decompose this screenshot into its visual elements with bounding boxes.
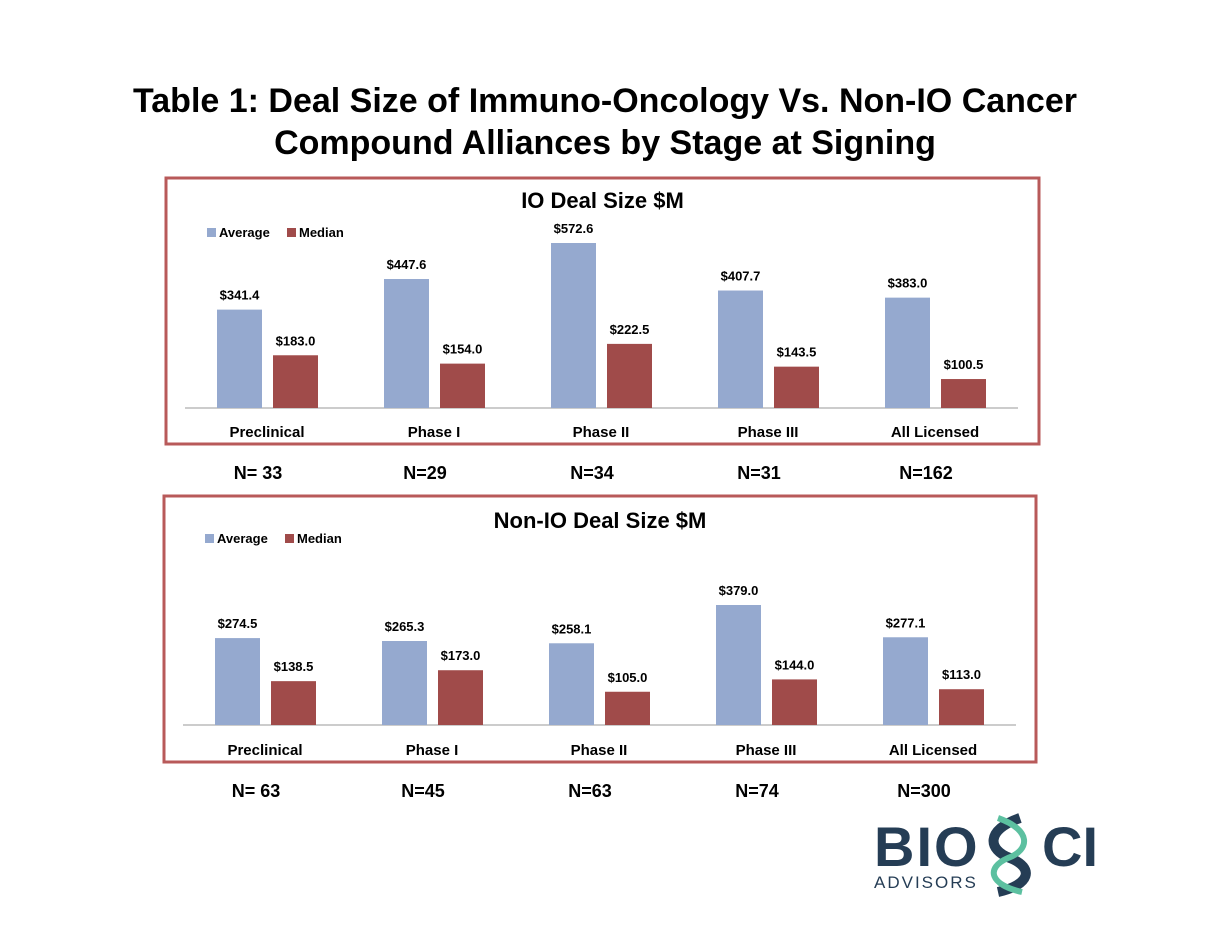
data-label: $277.1 (886, 615, 926, 630)
data-label: $379.0 (719, 583, 759, 598)
data-label: $183.0 (276, 333, 316, 348)
legend-swatch-average (205, 534, 214, 543)
bar-median (271, 681, 316, 725)
bar-median (774, 366, 819, 408)
title-line-2: Compound Alliances by Stage at Signing (274, 124, 936, 162)
bar-median (939, 689, 984, 725)
n-label: N= 63 (232, 781, 281, 801)
svg-text:BIO: BIO (874, 815, 980, 878)
title-line-1: Table 1: Deal Size of Immuno-Oncology Vs… (133, 82, 1077, 120)
category-label: Phase II (571, 742, 628, 759)
data-label: $407.7 (721, 269, 761, 284)
legend-label-median: Median (299, 225, 344, 240)
data-label: $138.5 (274, 659, 314, 674)
bar-average (382, 641, 427, 725)
category-label: Preclinical (227, 742, 302, 759)
bar-median (772, 679, 817, 725)
bar-median (607, 343, 652, 408)
data-label: $222.5 (610, 322, 650, 337)
data-label: $383.0 (888, 276, 928, 291)
data-label: $154.0 (443, 342, 483, 357)
n-label: N= 33 (234, 463, 283, 483)
bar-median (605, 691, 650, 725)
bar-median (273, 355, 318, 408)
category-label: Phase I (406, 742, 459, 759)
data-label: $173.0 (441, 648, 481, 663)
category-label: Phase III (738, 424, 799, 441)
legend-swatch-average (207, 228, 216, 237)
category-label: Phase I (408, 424, 461, 441)
n-label: N=29 (403, 463, 447, 483)
data-label: $274.5 (218, 616, 258, 631)
bar-average (716, 605, 761, 725)
svg-text:CI: CI (1042, 815, 1098, 878)
data-label: $143.5 (777, 345, 817, 360)
data-label: $144.0 (775, 657, 815, 672)
chart-title: Non-IO Deal Size $M (494, 508, 707, 533)
legend-label-median: Median (297, 531, 342, 546)
data-label: $572.6 (554, 221, 594, 236)
chart-title: IO Deal Size $M (521, 188, 684, 213)
bar-median (438, 670, 483, 725)
bar-median (440, 363, 485, 408)
n-label: N=162 (899, 463, 953, 483)
legend-swatch-median (287, 228, 296, 237)
legend-label-average: Average (217, 531, 268, 546)
biosci-logo: BIO CI ADVISORS (874, 813, 1098, 897)
data-label: $341.4 (220, 288, 261, 303)
bar-average (718, 290, 763, 408)
data-label: $265.3 (385, 619, 425, 634)
category-label: All Licensed (889, 742, 977, 759)
data-label: $105.0 (608, 670, 648, 685)
bar-average (384, 279, 429, 408)
category-label: Phase III (736, 742, 797, 759)
legend-swatch-median (285, 534, 294, 543)
category-label: Phase II (573, 424, 630, 441)
bar-average (215, 638, 260, 725)
data-label: $100.5 (944, 357, 984, 372)
n-label: N=31 (737, 463, 781, 483)
bar-average (883, 637, 928, 725)
data-label: $447.6 (387, 257, 427, 272)
n-label: N=34 (570, 463, 614, 483)
data-label: $113.0 (942, 667, 981, 682)
chart-frame (164, 176, 1041, 446)
data-label: $258.1 (552, 621, 592, 636)
chart-frame (162, 494, 1038, 764)
bar-average (551, 243, 596, 408)
n-label: N=63 (568, 781, 612, 801)
n-label: N=45 (401, 781, 445, 801)
bar-average (885, 297, 930, 408)
svg-text:ADVISORS: ADVISORS (874, 873, 978, 892)
bar-average (217, 309, 262, 408)
n-label: N=74 (735, 781, 779, 801)
bar-median (941, 379, 986, 408)
bar-average (549, 643, 594, 725)
page-title: Table 1: Deal Size of Immuno-Oncology Vs… (0, 80, 1210, 164)
n-label: N=300 (897, 781, 951, 801)
legend-label-average: Average (219, 225, 270, 240)
category-label: Preclinical (229, 424, 304, 441)
category-label: All Licensed (891, 424, 979, 441)
